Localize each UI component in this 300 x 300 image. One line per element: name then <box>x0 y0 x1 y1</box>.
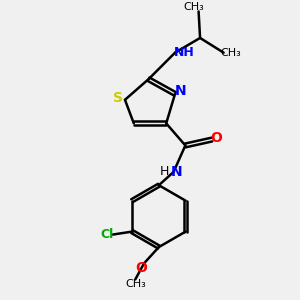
Text: N: N <box>175 84 187 98</box>
Text: CH₃: CH₃ <box>125 279 146 289</box>
Text: CH₃: CH₃ <box>220 48 242 58</box>
Text: Cl: Cl <box>100 228 114 241</box>
Text: O: O <box>135 261 147 275</box>
Text: O: O <box>210 131 222 145</box>
Text: H: H <box>160 166 169 178</box>
Text: NH: NH <box>173 46 194 59</box>
Text: N: N <box>171 165 182 179</box>
Text: CH₃: CH₃ <box>184 2 205 12</box>
Text: S: S <box>112 91 123 105</box>
